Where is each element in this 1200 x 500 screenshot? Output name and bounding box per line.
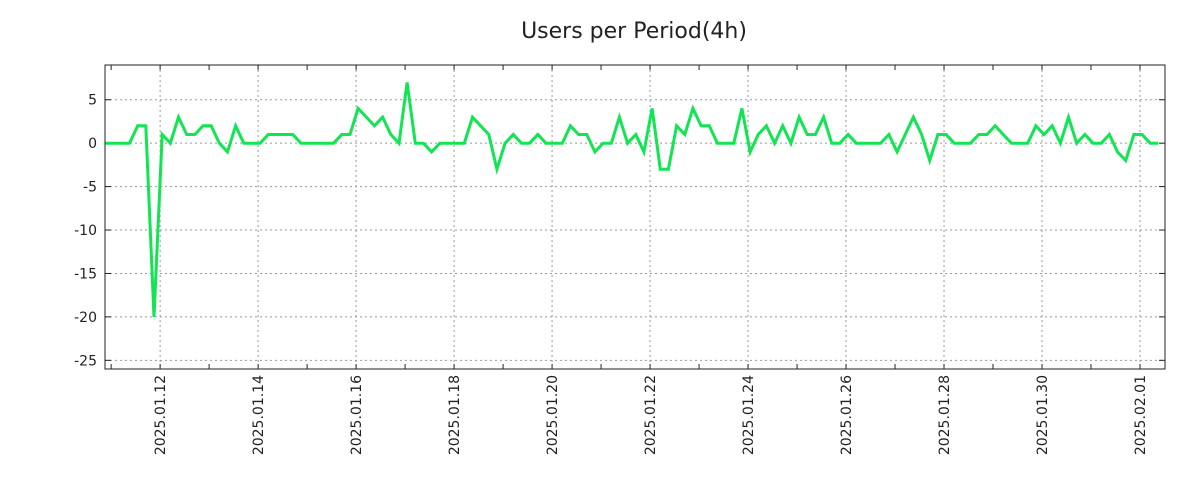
x-tick-label: 2025.01.18 [447, 375, 463, 455]
plot-frame [104, 64, 1166, 370]
grid [105, 65, 1165, 369]
series-lines [104, 82, 1159, 317]
y-tick-label: -10 [74, 223, 97, 239]
x-tick-label: 2025.01.30 [1035, 375, 1051, 455]
y-tick-label: -15 [74, 266, 97, 282]
axis-ticks: 5 0 -5 -10 -15 -20 -25 2025.01.12 2025.01.14 2025… [74, 65, 1165, 455]
y-tick-label: -5 [83, 180, 97, 196]
x-tick-label: 2025.01.16 [349, 375, 365, 455]
y-tick-label: 5 [88, 93, 97, 109]
series-line-users [105, 82, 1159, 317]
chart-title: Users per Period(4h) [521, 19, 747, 44]
x-tick-label: 2025.02.01 [1133, 375, 1149, 455]
x-tick-label: 2025.01.22 [643, 375, 659, 455]
x-tick-label: 2025.01.14 [251, 375, 267, 455]
x-tick-label: 2025.01.12 [153, 375, 169, 455]
x-tick-label: 2025.01.26 [839, 375, 855, 455]
x-tick-label: 2025.01.24 [741, 375, 757, 455]
y-tick-label: 0 [88, 136, 97, 152]
y-tick-label: -25 [74, 353, 97, 369]
x-tick-label: 2025.01.28 [937, 375, 953, 455]
y-tick-label: -20 [74, 310, 97, 326]
x-tick-label: 2025.01.20 [545, 375, 561, 455]
